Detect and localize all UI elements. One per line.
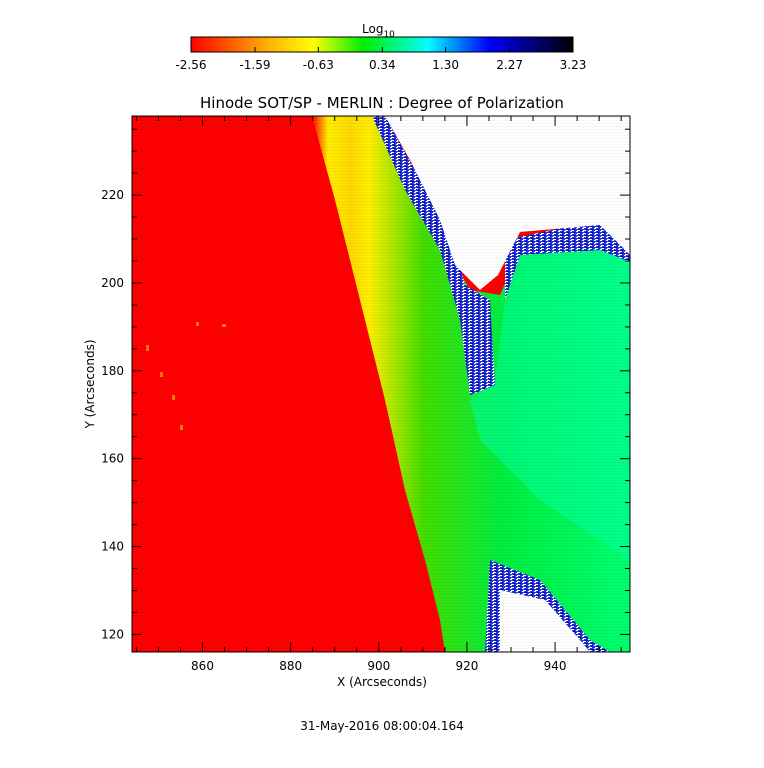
colorbar-tick-label: -0.63 [303,58,334,72]
y-tick-label: 180 [101,364,124,378]
heatmap-image [132,116,630,652]
colorbar-tick-label: -1.59 [239,58,270,72]
y-tick-label: 200 [101,276,124,290]
y-tick-label: 220 [101,188,124,202]
colorbar: Log10 -2.56 -1.59 -0.63 0.34 1.30 2.27 3.23 [175,22,586,72]
x-tick-label: 880 [279,659,302,673]
colorbar-tick-label: 2.27 [496,58,523,72]
x-tick-label: 860 [191,659,214,673]
x-tick-label: 940 [544,659,567,673]
y-tick-label: 140 [101,540,124,554]
x-tick-label: 900 [367,659,390,673]
y-tick-label: 120 [101,627,124,641]
colorbar-tick-label: 0.34 [369,58,396,72]
colorbar-tick-label: 1.30 [432,58,459,72]
timestamp: 31-May-2016 08:00:04.164 [300,719,464,733]
colorbar-tick-label: -2.56 [175,58,206,72]
y-tick-label: 160 [101,452,124,466]
x-axis-label: X (Arcseconds) [337,675,427,689]
x-axis-ticks: 860 880 900 920 940 [135,116,622,673]
x-tick-label: 920 [455,659,478,673]
y-axis-ticks: 120 140 160 180 200 220 [101,128,630,641]
plot-frame [131,115,631,653]
colorbar-label: Log10 [362,22,395,40]
chart-title: Hinode SOT/SP - MERLIN : Degree of Polar… [200,94,564,112]
y-axis-label: Y (Arcseconds) [83,339,97,429]
colorbar-tick-label: 3.23 [560,58,587,72]
colorbar-ticks: -2.56 -1.59 -0.63 0.34 1.30 2.27 3.23 [175,47,586,72]
